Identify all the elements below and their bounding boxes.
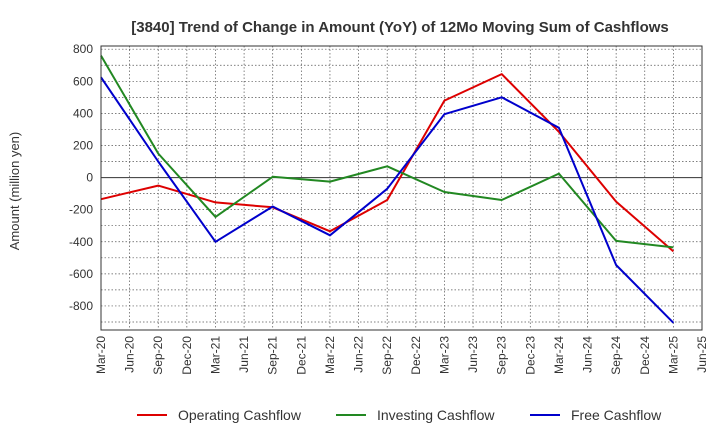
plot-frame bbox=[100, 45, 703, 331]
y-tick-label: 600 bbox=[73, 74, 93, 88]
x-tick-label: Dec-22 bbox=[409, 336, 423, 375]
x-tick-label: Sep-24 bbox=[609, 336, 623, 375]
chart-title: [3840] Trend of Change in Amount (YoY) o… bbox=[131, 19, 669, 36]
y-tick-label: 200 bbox=[73, 138, 93, 152]
legend: Operating Cashflow Investing Cashflow Free… bbox=[137, 407, 662, 423]
y-tick-label: 800 bbox=[73, 42, 93, 56]
x-tick-label: Sep-20 bbox=[151, 336, 165, 375]
series-line-investing-cashflow bbox=[100, 55, 674, 249]
x-tick-label: Jun-20 bbox=[123, 336, 137, 373]
x-tick-label: Jun-22 bbox=[352, 336, 366, 373]
grid bbox=[100, 46, 703, 330]
legend-label: Investing Cashflow bbox=[377, 407, 495, 423]
y-tick-label: -400 bbox=[69, 235, 93, 249]
y-tick-label: 400 bbox=[73, 106, 93, 120]
x-tick-label: Mar-22 bbox=[323, 336, 337, 374]
y-axis-label: Amount (million yen) bbox=[7, 132, 22, 251]
x-tick-label: Sep-22 bbox=[380, 336, 394, 375]
x-tick-label: Dec-24 bbox=[638, 336, 652, 375]
x-tick-label: Dec-23 bbox=[523, 336, 537, 375]
x-tick-label: Jun-25 bbox=[695, 336, 709, 373]
x-tick-labels: Mar-20 Jun-20 Sep-20 Dec-20 Mar-21 Jun-21 Sep-… bbox=[94, 336, 709, 375]
x-tick-label: Mar-24 bbox=[552, 336, 566, 374]
series-line-free-cashflow bbox=[100, 76, 675, 324]
x-tick-label: Mar-23 bbox=[437, 336, 451, 374]
series-lines bbox=[100, 55, 675, 324]
x-tick-label: Jun-21 bbox=[237, 336, 251, 373]
x-tick-label: Jun-23 bbox=[466, 336, 480, 373]
x-tick-label: Mar-21 bbox=[208, 336, 222, 374]
x-tick-label: Dec-21 bbox=[294, 336, 308, 375]
y-tick-label: -800 bbox=[69, 299, 93, 313]
y-tick-label: -600 bbox=[69, 267, 93, 281]
x-tick-label: Dec-20 bbox=[180, 336, 194, 375]
y-tick-label: 0 bbox=[86, 171, 93, 185]
legend-label: Free Cashflow bbox=[571, 407, 662, 423]
legend-label: Operating Cashflow bbox=[178, 407, 302, 423]
x-tick-label: Jun-24 bbox=[581, 336, 595, 373]
x-tick-label: Sep-23 bbox=[495, 336, 509, 375]
x-tick-label: Sep-21 bbox=[266, 336, 280, 375]
x-tick-label: Mar-20 bbox=[94, 336, 108, 374]
x-tick-label: Mar-25 bbox=[666, 336, 680, 374]
y-tick-label: -200 bbox=[69, 203, 93, 217]
y-tick-labels: 800 600 400 200 0 -200 -400 -600 -800 bbox=[69, 42, 93, 313]
